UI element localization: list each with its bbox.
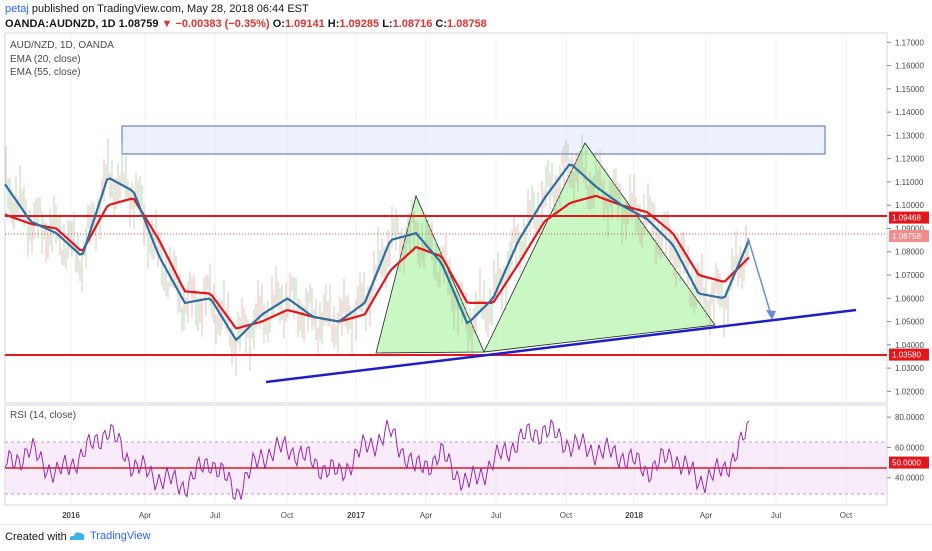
- grid: [70, 33, 847, 505]
- legend-rsi[interactable]: RSI (14, close): [10, 410, 77, 421]
- close-label: C:: [435, 18, 448, 30]
- high-label: H:: [327, 18, 340, 30]
- publish-info: petaj published on TradingView.com, May …: [5, 3, 309, 15]
- x-tick-label: Apr: [420, 511, 433, 520]
- x-tick-label: Jul: [771, 511, 781, 520]
- resistance-price-tag: 1.09468: [892, 214, 921, 223]
- arrow-head-icon: [766, 310, 776, 320]
- x-tick-label: Oct: [560, 511, 573, 520]
- tradingview-logo[interactable]: TradingView: [68, 530, 151, 542]
- y-tick-label: 1.15000: [895, 85, 924, 94]
- x-tick-label: Apr: [700, 511, 713, 520]
- x-tick-label: 2018: [625, 511, 643, 520]
- x-tick-label: Jul: [491, 511, 501, 520]
- x-tick-label: Apr: [139, 511, 152, 520]
- tradingview-cloud-icon: [69, 532, 85, 540]
- support-price-tag-bg: [889, 348, 929, 361]
- rsi-axis[interactable]: 80.0000 60.0000 40.0000: [887, 413, 924, 483]
- created-with-label: Created with: [5, 531, 67, 543]
- time-axis[interactable]: 2016 Apr Jul Oct 2017 Apr Jul Oct 2018 Apr Jul Oct: [62, 511, 853, 520]
- y-tick-label: 1.05000: [895, 318, 924, 327]
- ema20-line[interactable]: [4, 163, 751, 342]
- low-value: 1.08716: [392, 18, 433, 30]
- price-tags: 1.09468 1.08758 1.03580 50.0000: [889, 211, 929, 469]
- y-tick-label: 1.12000: [895, 155, 924, 164]
- open-label: O:: [272, 18, 285, 30]
- y-tick-label: 1.14000: [895, 108, 924, 117]
- rsi-level-tag: 50.0000: [892, 459, 921, 468]
- symbol-label: OANDA:AUDNZD, 1D: [5, 18, 116, 30]
- last-price: 1.08759: [118, 18, 159, 30]
- y-tick-label: 1.09000: [895, 224, 924, 233]
- publish-text: published on TradingView.com, May 28, 20…: [31, 3, 309, 15]
- high-value: 1.09285: [339, 18, 380, 30]
- y-tick-label: 1.08000: [895, 248, 924, 257]
- x-tick-label: 2017: [347, 511, 365, 520]
- open-value: 1.09141: [284, 18, 325, 30]
- y-tick-label: 1.17000: [895, 38, 924, 47]
- y-tick-label: 1.11000: [895, 178, 924, 187]
- projection-arrow[interactable]: [747, 237, 773, 319]
- legend-ema20[interactable]: EMA (20, close): [10, 54, 81, 65]
- rsi-tick-label: 80.0000: [895, 413, 924, 422]
- last-price-tag: 1.08758: [892, 232, 921, 241]
- y-tick-label: 1.04000: [895, 341, 924, 350]
- price-axis[interactable]: 1.17000 1.16000 1.15000 1.14000 1.13000 1.120…: [887, 38, 924, 396]
- author-name[interactable]: petaj: [5, 3, 29, 15]
- resistance-price-tag-bg: [889, 211, 929, 224]
- legend-ema55[interactable]: EMA (55, close): [10, 67, 81, 78]
- x-tick-label: Oct: [840, 511, 853, 520]
- ascending-trendline[interactable]: [265, 308, 857, 384]
- y-tick-label: 1.16000: [895, 62, 924, 71]
- y-tick-label: 1.02000: [895, 387, 924, 396]
- price-chart[interactable]: 1.17000 1.16000 1.15000 1.14000 1.13000 1.120…: [0, 0, 932, 524]
- close-value: 1.08758: [447, 18, 487, 30]
- footer: Created with TradingView: [0, 524, 932, 551]
- y-tick-label: 1.13000: [895, 131, 924, 140]
- y-tick-label: 1.03000: [895, 364, 924, 373]
- y-tick-label: 1.07000: [895, 271, 924, 280]
- rsi-tick-label: 60.0000: [895, 443, 924, 452]
- ohlc-bar: OANDA:AUDNZD, 1D 1.08759 ▼ −0.00383 (−0.…: [5, 18, 487, 30]
- support-price-tag: 1.03580: [892, 351, 921, 360]
- y-tick-label: 1.06000: [895, 294, 924, 303]
- legend-title: AUD/NZD, 1D, OANDA: [10, 40, 114, 51]
- rsi-line[interactable]: [4, 418, 750, 501]
- last-price-tag-bg: [889, 230, 929, 242]
- x-tick-label: Jul: [210, 511, 220, 520]
- tradingview-brand: TradingView: [90, 530, 151, 542]
- price-change: ▼ −0.00383 (−0.35%): [161, 18, 270, 30]
- resistance-zone[interactable]: [121, 125, 826, 155]
- x-tick-label: Oct: [281, 511, 294, 520]
- x-tick-label: 2016: [62, 511, 80, 520]
- y-tick-label: 1.10000: [895, 201, 924, 210]
- low-label: L:: [382, 18, 393, 30]
- rsi-level-tag-bg: [889, 456, 929, 469]
- rsi-tick-label: 40.0000: [895, 474, 924, 483]
